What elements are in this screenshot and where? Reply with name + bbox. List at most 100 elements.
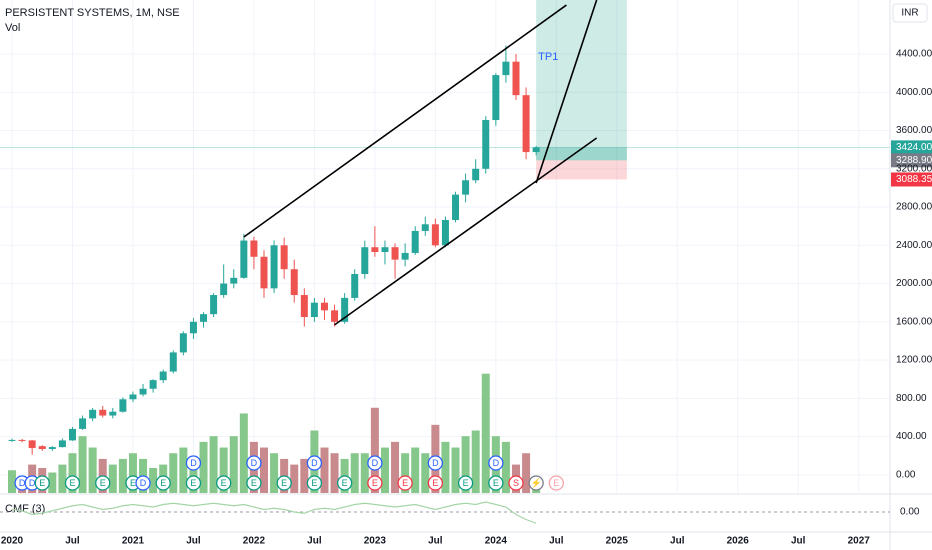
volume-bar — [461, 436, 470, 493]
candle-body — [18, 439, 26, 441]
event-marker[interactable] — [246, 475, 262, 491]
event-label: D — [432, 458, 439, 468]
x-tick-label: Jul — [549, 536, 564, 547]
candle-body — [280, 245, 288, 270]
candle-body — [502, 61, 510, 76]
x-tick-label: 2024 — [485, 536, 508, 547]
volume-bar — [360, 453, 369, 493]
event-marker[interactable] — [135, 475, 151, 491]
event-marker[interactable] — [548, 475, 564, 491]
cmf-tick-label: 0.00 — [900, 507, 920, 518]
candle-body — [310, 302, 318, 318]
candle-body — [361, 247, 369, 274]
candle-body — [210, 295, 218, 315]
y-tick-label: 2800.00 — [896, 202, 932, 213]
event-marker[interactable] — [155, 475, 171, 491]
event-marker[interactable] — [427, 475, 444, 491]
candle-body — [109, 411, 117, 416]
candle-body — [472, 168, 480, 181]
event-marker[interactable] — [306, 455, 323, 471]
candle-body — [462, 180, 470, 195]
event-marker[interactable] — [508, 475, 524, 491]
price-tag-label: 3288.90 — [896, 155, 932, 166]
candle-body — [129, 394, 137, 400]
candle-body — [341, 297, 349, 322]
candle-body — [421, 224, 429, 231]
candle-body — [320, 302, 328, 311]
event-marker[interactable] — [488, 475, 504, 491]
volume-bar — [370, 407, 379, 493]
candle-body — [441, 219, 449, 246]
candle-body — [200, 314, 208, 322]
candle-body — [260, 256, 268, 289]
event-marker[interactable] — [216, 475, 232, 491]
x-tick-label: 2021 — [122, 536, 145, 547]
candle-body — [300, 295, 308, 318]
x-tick-label: 2023 — [364, 536, 387, 547]
event-label: E — [160, 478, 166, 488]
event-marker[interactable] — [185, 455, 202, 471]
event-label: D — [29, 478, 36, 488]
event-marker[interactable] — [336, 475, 353, 491]
event-label: E — [221, 478, 227, 488]
event-marker[interactable] — [246, 455, 262, 471]
event-marker[interactable] — [367, 455, 383, 471]
candle-body — [391, 247, 399, 260]
event-marker[interactable] — [427, 455, 444, 471]
overlay: 3424.00 3288.90 3088.35 — [891, 140, 932, 187]
candle-body — [411, 230, 419, 253]
event-marker[interactable] — [276, 475, 292, 491]
x-tick-label: Jul — [65, 536, 80, 547]
event-marker[interactable] — [528, 475, 544, 491]
x-tick-label: Jul — [307, 536, 322, 547]
event-marker[interactable] — [488, 455, 504, 471]
volume-bar — [219, 447, 228, 493]
event-marker[interactable] — [306, 475, 323, 491]
candle-body — [492, 75, 500, 121]
candle-body — [149, 380, 157, 389]
candle-body — [230, 277, 238, 284]
event-marker[interactable] — [367, 475, 383, 491]
currency-box[interactable] — [892, 3, 928, 23]
x-tick-label: Jul — [428, 536, 443, 547]
x-tick-label: 2020 — [1, 536, 24, 547]
volume-bar — [128, 453, 137, 493]
y-tick-label: 3200.00 — [896, 163, 932, 174]
event-label: E — [432, 478, 438, 488]
event-marker[interactable] — [34, 475, 50, 491]
price-tag-label: 3424.00 — [896, 142, 932, 153]
event-label: E — [311, 478, 317, 488]
candle-body — [28, 440, 36, 449]
y-tick-label: 3600.00 — [896, 125, 932, 136]
volume-bar — [522, 453, 531, 493]
volume-bar — [169, 453, 178, 493]
x-tick-label: 2025 — [606, 536, 629, 547]
candle-body — [290, 269, 298, 296]
candle-body — [270, 245, 278, 289]
volume-bar — [239, 413, 248, 493]
volume-bar — [179, 447, 188, 493]
candle-body — [331, 310, 339, 322]
y-tick-label: 1200.00 — [896, 355, 932, 366]
x-tick-label: Jul — [670, 536, 685, 547]
candle-body — [381, 247, 389, 252]
x-tick-label: 2022 — [243, 536, 266, 547]
candle-body — [8, 439, 16, 441]
price-tag — [891, 140, 932, 155]
candle-body — [220, 283, 228, 296]
event-marker[interactable] — [95, 475, 111, 491]
event-label: E — [493, 478, 499, 488]
event-marker[interactable] — [185, 475, 202, 491]
event-label: S — [513, 478, 519, 488]
volume-bar — [68, 453, 77, 493]
volume-title: Vol — [5, 22, 20, 34]
event-marker[interactable] — [64, 475, 81, 491]
event-marker[interactable] — [457, 475, 474, 491]
event-marker[interactable] — [397, 475, 413, 491]
volume-bar — [58, 464, 67, 493]
event-label: E — [190, 478, 196, 488]
currency[interactable]: INR — [901, 8, 918, 19]
cmf-line — [11, 501, 537, 524]
event-label: E — [372, 478, 378, 488]
